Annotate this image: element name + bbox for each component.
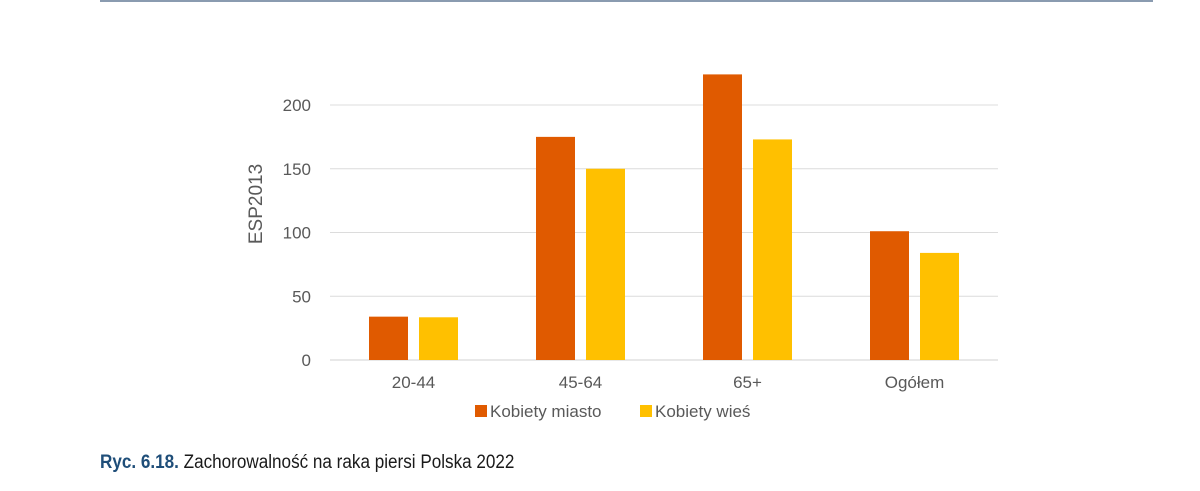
bar-wies-2 <box>753 139 792 360</box>
bars <box>369 74 959 361</box>
y-tick-labels: 0 50 100 150 200 <box>283 96 311 370</box>
legend: Kobiety miasto Kobiety wieś <box>475 402 750 421</box>
y-tick-label: 100 <box>283 224 311 243</box>
x-tick-label: 65+ <box>733 373 762 392</box>
bar-wies-1 <box>586 168 625 360</box>
bar-miasto-0 <box>369 316 408 360</box>
y-axis-title: ESP2013 <box>246 164 267 244</box>
legend-label: Kobiety miasto <box>490 402 602 421</box>
legend-swatch <box>475 405 487 417</box>
bar-miasto-2 <box>703 74 742 361</box>
y-tick-label: 50 <box>292 287 311 306</box>
bar-miasto-1 <box>536 136 575 360</box>
y-tick-label: 200 <box>283 96 311 115</box>
x-tick-label: Ogółem <box>885 373 945 392</box>
figure-caption-label: Ryc. 6.18. <box>100 452 179 473</box>
bar-wies-3 <box>920 252 959 360</box>
x-tick-labels: 20-44 45-64 65+ Ogółem <box>392 373 945 392</box>
bar-wies-0 <box>419 317 458 360</box>
figure-caption: Ryc. 6.18. Zachorowalność na raka piersi… <box>100 452 514 474</box>
legend-label: Kobiety wieś <box>655 402 750 421</box>
figure-caption-text: Zachorowalność na raka piersi Polska 202… <box>178 452 515 473</box>
x-tick-label: 45-64 <box>559 373 602 392</box>
x-tick-label: 20-44 <box>392 373 435 392</box>
bar-miasto-3 <box>870 231 909 360</box>
legend-swatch <box>640 405 652 417</box>
y-tick-label: 150 <box>283 160 311 179</box>
top-rule <box>100 0 1153 2</box>
y-tick-label: 0 <box>302 351 311 370</box>
bar-chart: 0 50 100 150 200 ESP2013 20-44 45-64 65+ Ogółem… <box>246 74 998 421</box>
